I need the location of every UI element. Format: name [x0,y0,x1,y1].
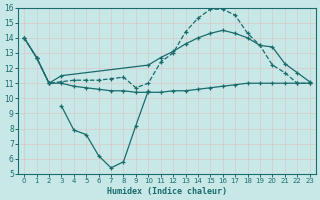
X-axis label: Humidex (Indice chaleur): Humidex (Indice chaleur) [107,187,227,196]
